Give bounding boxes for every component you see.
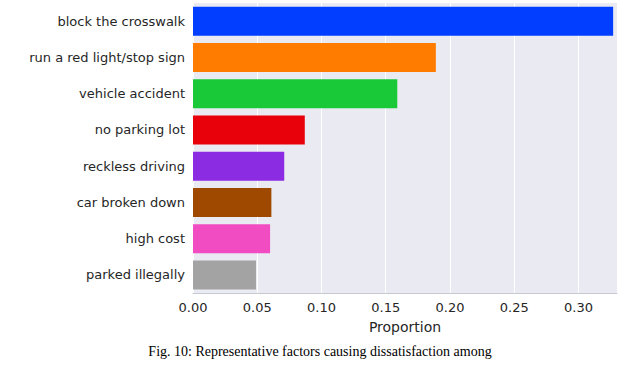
svg-text:0.00: 0.00 xyxy=(179,300,208,315)
svg-text:vehicle accident: vehicle accident xyxy=(79,86,185,101)
svg-text:no parking lot: no parking lot xyxy=(95,122,185,137)
svg-text:high cost: high cost xyxy=(126,231,185,246)
svg-text:0.25: 0.25 xyxy=(500,300,529,315)
svg-text:car broken down: car broken down xyxy=(77,195,185,210)
svg-text:block the crosswalk: block the crosswalk xyxy=(57,14,185,29)
svg-text:0.30: 0.30 xyxy=(564,300,593,315)
svg-text:parked illegally: parked illegally xyxy=(86,267,185,282)
svg-text:run a red light/stop sign: run a red light/stop sign xyxy=(29,50,185,65)
svg-text:0.05: 0.05 xyxy=(243,300,272,315)
svg-text:0.15: 0.15 xyxy=(371,300,400,315)
svg-text:Proportion: Proportion xyxy=(369,319,441,335)
svg-text:0.20: 0.20 xyxy=(435,300,464,315)
svg-text:reckless driving: reckless driving xyxy=(83,159,185,174)
svg-text:Fig. 10: Representative factor: Fig. 10: Representative factors causing … xyxy=(148,344,491,359)
svg-text:0.10: 0.10 xyxy=(307,300,336,315)
